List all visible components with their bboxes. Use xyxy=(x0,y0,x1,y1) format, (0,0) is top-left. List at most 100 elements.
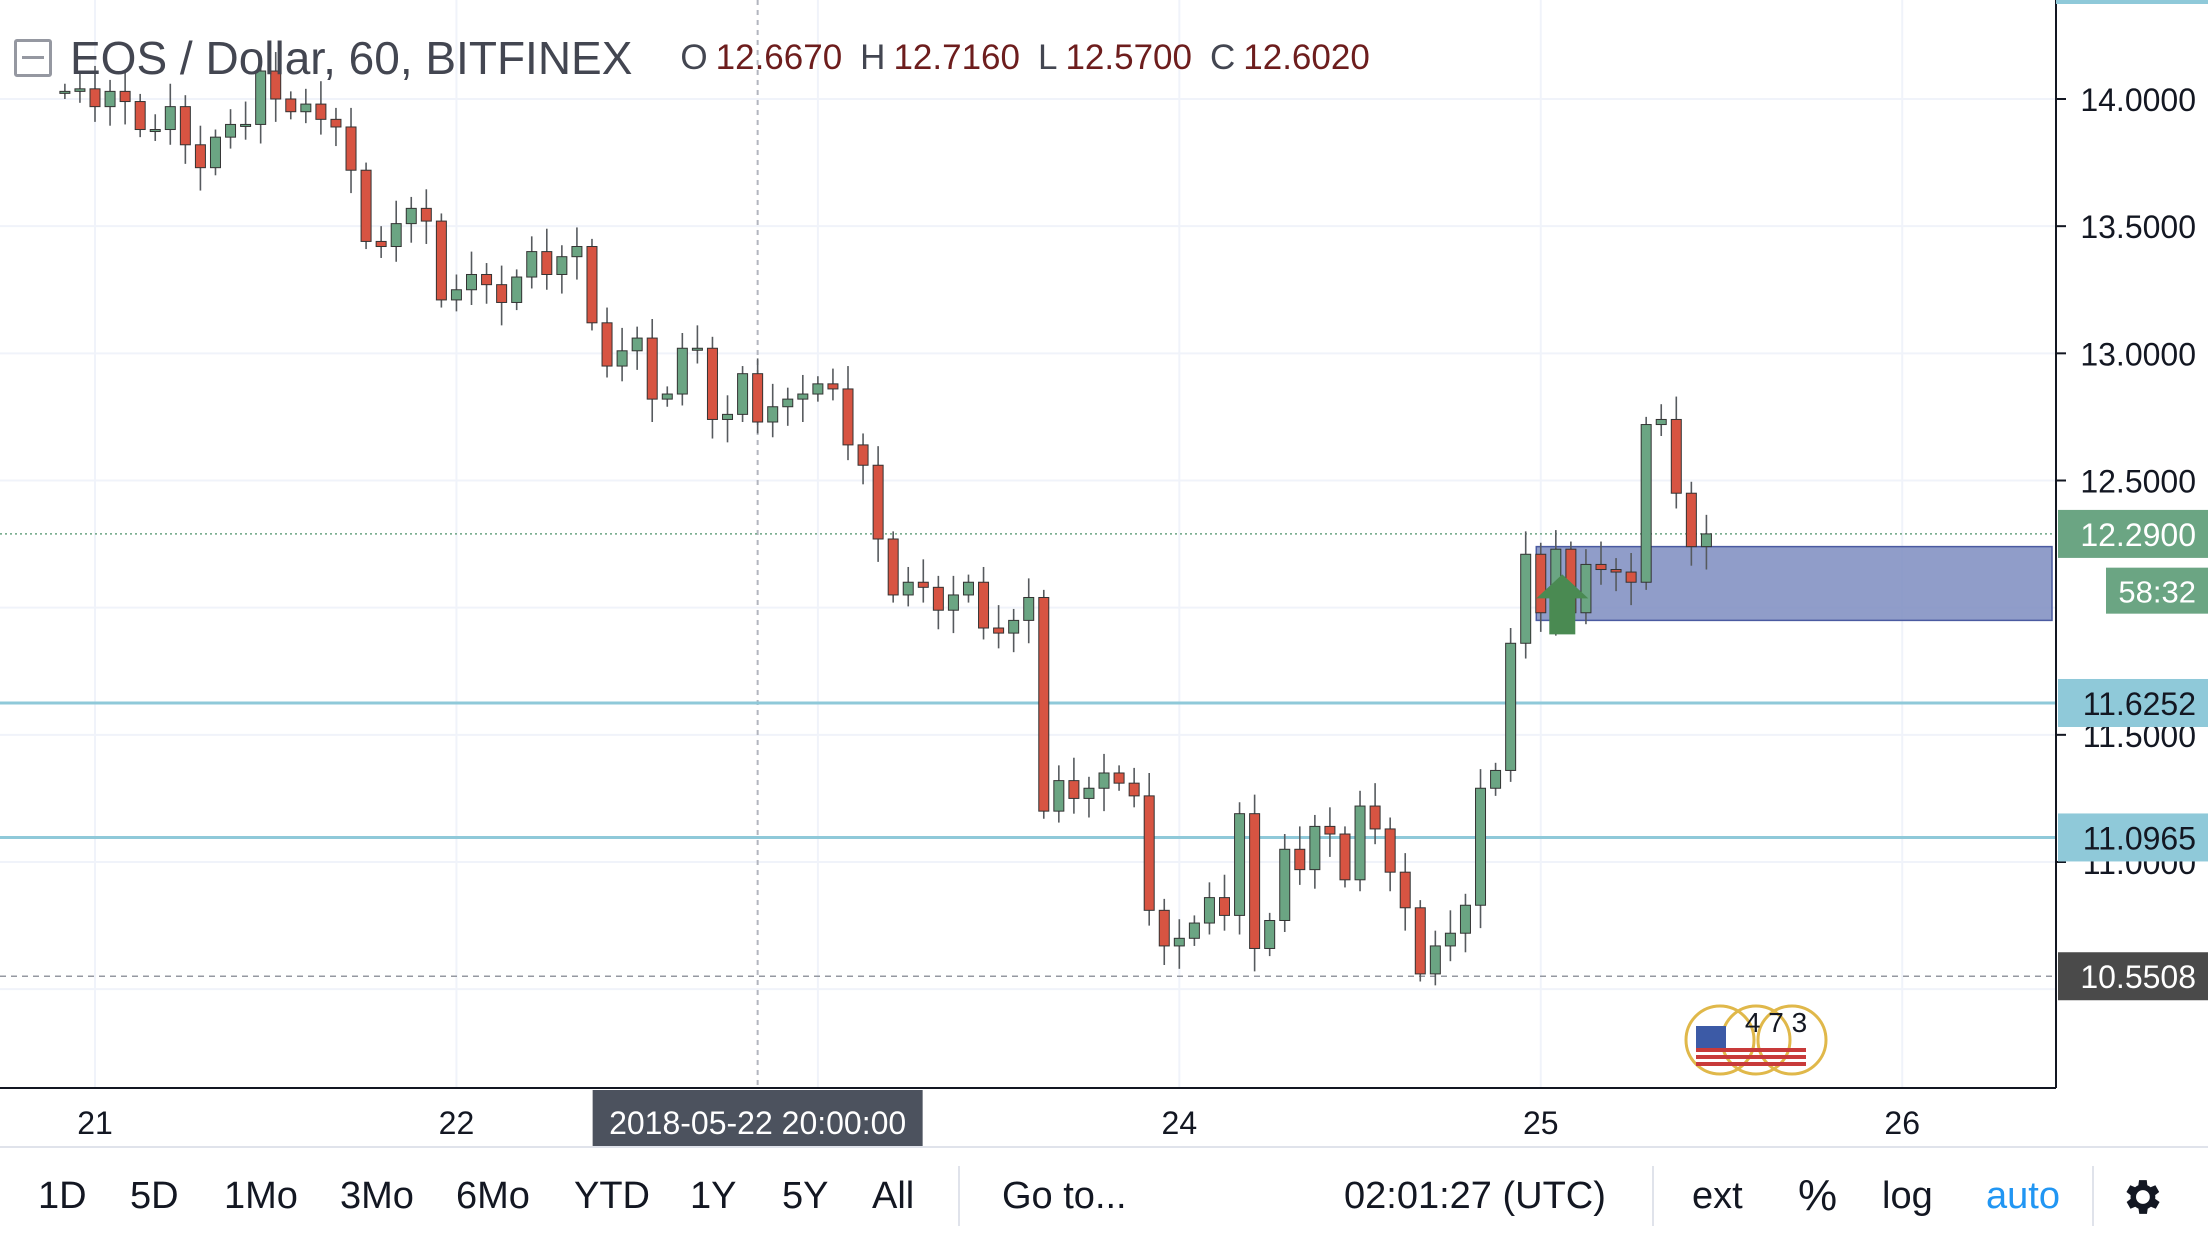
watermark-flag-canton xyxy=(1696,1026,1726,1048)
open-label: O xyxy=(680,38,708,77)
support-price-label-bg xyxy=(2058,678,2208,727)
crosshair-date-bg xyxy=(592,1090,923,1146)
candle xyxy=(601,322,613,367)
candle xyxy=(631,337,643,352)
low-value: 12.5700 xyxy=(1065,38,1192,77)
candle xyxy=(481,273,493,286)
candle xyxy=(1384,828,1396,873)
candle xyxy=(676,347,688,395)
low-price-label-bg xyxy=(2058,952,2208,1001)
candle xyxy=(59,90,71,94)
countdown-label-bg xyxy=(2106,567,2208,614)
candle xyxy=(466,273,477,291)
candle xyxy=(737,373,749,415)
range-5y-button[interactable]: 5Y xyxy=(782,1175,829,1217)
last-price-label-bg xyxy=(2058,509,2208,558)
collapse-legend-icon[interactable] xyxy=(14,39,52,77)
watermark-flag-stripe xyxy=(1696,1055,1806,1059)
candle xyxy=(375,240,387,248)
auto-scale-toggle[interactable]: auto xyxy=(1986,1175,2060,1217)
candle xyxy=(1038,596,1050,812)
goto-date-button[interactable]: Go to... xyxy=(1002,1175,1127,1217)
candle xyxy=(1459,904,1471,934)
watermark-digits: 4 7 3 xyxy=(1745,1007,1807,1038)
support-price-label: 11.0965 xyxy=(2083,820,2196,856)
candle xyxy=(270,70,282,100)
candle xyxy=(1068,780,1080,799)
low-label: L xyxy=(1037,38,1058,77)
candle xyxy=(1505,642,1517,771)
candle xyxy=(1309,825,1321,871)
support-price-label-bg xyxy=(2058,813,2208,862)
candle xyxy=(1249,813,1261,949)
candle xyxy=(586,246,598,324)
range-ytd-button[interactable]: YTD xyxy=(574,1175,650,1217)
ext-hours-toggle[interactable]: ext xyxy=(1692,1175,1743,1217)
candle xyxy=(767,406,779,423)
candle xyxy=(1203,897,1215,924)
range-1mo-button[interactable]: 1Mo xyxy=(224,1175,298,1217)
candle xyxy=(1158,909,1170,947)
candle xyxy=(1143,795,1155,911)
candle xyxy=(405,207,417,225)
percent-scale-toggle[interactable]: % xyxy=(1798,1171,1838,1220)
candle xyxy=(1490,769,1502,789)
range-6mo-button[interactable]: 6Mo xyxy=(456,1175,530,1217)
range-all-button[interactable]: All xyxy=(872,1175,915,1217)
chart-legend: EOS / Dollar, 60, BITFINEX O 12.6670 H 1… xyxy=(14,28,1388,88)
candle xyxy=(1399,871,1411,909)
price-chart[interactable]: 14.000013.500013.000012.500011.500011.00… xyxy=(0,0,2208,1146)
candle xyxy=(978,581,990,629)
y-tick-label: 13.5000 xyxy=(2080,209,2196,245)
candle xyxy=(1610,569,1622,573)
watermark-flag-stripe xyxy=(1696,1048,1806,1052)
candle xyxy=(450,289,462,301)
demand-zone[interactable] xyxy=(1535,545,2053,622)
candle xyxy=(1580,563,1592,614)
candle xyxy=(1429,945,1441,975)
candle xyxy=(240,123,252,127)
candle xyxy=(1324,825,1336,835)
candle xyxy=(947,594,959,611)
candle xyxy=(1279,848,1291,921)
utc-clock[interactable]: 02:01:27 (UTC) xyxy=(1344,1175,1606,1217)
candle xyxy=(511,276,523,303)
candle xyxy=(330,118,342,128)
range-3mo-button[interactable]: 3Mo xyxy=(340,1175,414,1217)
candle xyxy=(526,251,538,278)
candle xyxy=(1414,907,1426,975)
candle xyxy=(917,581,929,588)
candle xyxy=(1098,772,1110,789)
candle xyxy=(1188,922,1200,939)
candle xyxy=(1264,919,1276,949)
range-1d-button[interactable]: 1D xyxy=(38,1175,87,1217)
x-tick-label: 24 xyxy=(1162,1105,1198,1141)
candle xyxy=(209,136,221,169)
candle xyxy=(255,70,267,125)
candle xyxy=(1023,596,1035,621)
candle xyxy=(1354,805,1366,881)
close-value: 12.6020 xyxy=(1243,38,1370,77)
candle xyxy=(752,373,764,423)
candle xyxy=(194,144,206,169)
candle xyxy=(164,106,176,131)
candle xyxy=(1535,553,1547,614)
symbol-title[interactable]: EOS / Dollar, 60, BITFINEX xyxy=(70,32,633,84)
log-scale-toggle[interactable]: log xyxy=(1882,1175,1933,1217)
candle xyxy=(1625,571,1637,583)
range-5d-button[interactable]: 5D xyxy=(130,1175,179,1217)
gear-icon[interactable] xyxy=(2118,1174,2164,1220)
candle xyxy=(556,256,568,275)
candle xyxy=(1219,897,1230,916)
candle xyxy=(932,586,944,611)
range-1y-button[interactable]: 1Y xyxy=(690,1175,737,1217)
candle xyxy=(1053,780,1065,812)
y-tick-label: 12.5000 xyxy=(2080,464,2196,500)
toolbar-divider xyxy=(958,1166,960,1226)
high-label: H xyxy=(860,38,886,77)
candle xyxy=(646,337,658,400)
candle xyxy=(1640,424,1652,583)
candle xyxy=(420,207,432,222)
x-tick-label: 21 xyxy=(77,1105,113,1141)
bottom-toolbar: 1D 5D 1Mo 3Mo 6Mo YTD 1Y 5Y All Go to...… xyxy=(0,1146,2208,1244)
